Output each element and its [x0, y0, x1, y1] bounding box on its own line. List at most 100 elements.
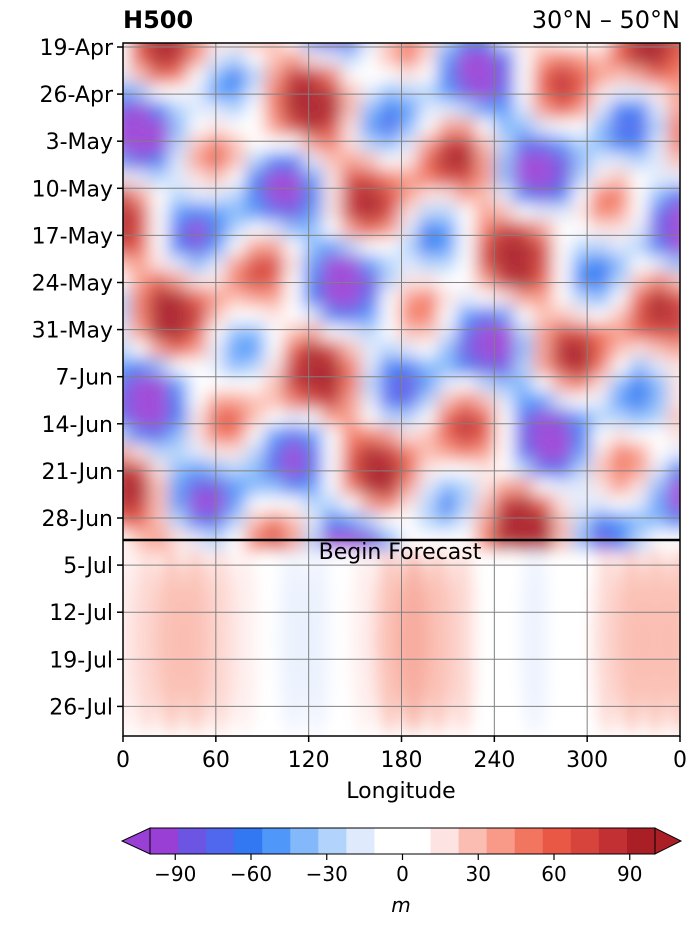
field-blob — [493, 99, 522, 124]
colorbar-swatch — [178, 828, 207, 854]
chart-title-right: 30°N – 50°N — [531, 6, 680, 34]
field-blob — [128, 236, 157, 261]
field-blob — [166, 253, 195, 278]
field-blob — [224, 65, 253, 90]
field-blob — [646, 356, 675, 381]
field-blob — [627, 493, 656, 518]
field-blob — [262, 133, 291, 158]
field-blob — [473, 425, 502, 450]
field-blob — [243, 65, 272, 90]
field-blob — [435, 442, 464, 467]
x-tick-label: 120 — [288, 748, 330, 773]
field-blob — [550, 253, 579, 278]
field-blob — [205, 219, 234, 244]
field-blob — [185, 442, 214, 467]
field-blob — [493, 356, 522, 381]
field-blob — [281, 339, 310, 364]
field-blob — [185, 185, 214, 210]
field-blob — [185, 99, 214, 124]
field-blob — [243, 168, 272, 193]
field-blob — [147, 65, 176, 90]
field-blob — [166, 459, 195, 484]
field-blob — [166, 305, 195, 330]
field-blob — [205, 493, 234, 518]
field-blob — [205, 48, 234, 73]
field-blob — [512, 459, 541, 484]
field-blob — [416, 373, 445, 398]
field-blob — [589, 305, 618, 330]
field-blob — [301, 236, 330, 261]
field-blob — [320, 202, 349, 227]
field-blob — [608, 305, 637, 330]
field-blob — [627, 202, 656, 227]
field-blob — [531, 236, 560, 261]
field-blob — [320, 356, 349, 381]
field-blob — [166, 425, 195, 450]
field-blob — [589, 373, 618, 398]
field-blob — [281, 493, 310, 518]
field-blob — [627, 65, 656, 90]
field-blob — [608, 493, 637, 518]
field-blob — [512, 168, 541, 193]
field-blob — [339, 219, 368, 244]
forecast-blob — [641, 545, 670, 735]
field-blob — [473, 305, 502, 330]
field-blob — [493, 493, 522, 518]
field-blob — [416, 425, 445, 450]
y-tick-label: 5-Jul — [63, 554, 113, 579]
field-blob — [589, 116, 618, 141]
field-blob — [512, 116, 541, 141]
field-blob — [473, 510, 502, 535]
field-blob — [454, 356, 483, 381]
field-blob — [166, 373, 195, 398]
field-blob — [243, 305, 272, 330]
field-blob — [608, 219, 637, 244]
field-blob — [262, 339, 291, 364]
field-blob — [493, 168, 522, 193]
field-blob — [493, 219, 522, 244]
colorbar-swatch — [626, 828, 656, 854]
field-blob — [377, 459, 406, 484]
field-blob — [358, 425, 387, 450]
field-blob — [243, 99, 272, 124]
field-blob — [320, 339, 349, 364]
field-blob — [646, 185, 675, 210]
field-blob — [589, 425, 618, 450]
field-blob — [627, 442, 656, 467]
field-blob — [454, 390, 483, 415]
field-blob — [185, 253, 214, 278]
field-blob — [243, 459, 272, 484]
field-blob — [243, 373, 272, 398]
field-blob — [589, 99, 618, 124]
field-blob — [531, 288, 560, 313]
field-blob — [608, 236, 637, 261]
field-blob — [569, 305, 598, 330]
field-blob — [435, 99, 464, 124]
field-blob — [493, 442, 522, 467]
field-blob — [301, 305, 330, 330]
field-blob — [166, 116, 195, 141]
field-blob — [224, 442, 253, 467]
field-blob — [377, 390, 406, 415]
field-blob — [339, 288, 368, 313]
field-blob — [531, 442, 560, 467]
field-blob — [454, 99, 483, 124]
field-blob — [224, 408, 253, 433]
field-blob — [262, 425, 291, 450]
colorbar: −90 −60 −30 0 30 60 90 — [120, 827, 683, 886]
field-blob — [493, 459, 522, 484]
field-blob — [320, 168, 349, 193]
field-blob — [358, 253, 387, 278]
field-blob — [281, 408, 310, 433]
field-blob — [147, 373, 176, 398]
field-blob — [128, 373, 157, 398]
field-blob — [128, 288, 157, 313]
field-blob — [589, 339, 618, 364]
forecast-blob — [205, 545, 234, 735]
field-blob — [627, 459, 656, 484]
field-blob — [339, 408, 368, 433]
field-blob — [493, 133, 522, 158]
field-blob — [550, 356, 579, 381]
field-blob — [646, 322, 675, 347]
field-blob — [147, 99, 176, 124]
